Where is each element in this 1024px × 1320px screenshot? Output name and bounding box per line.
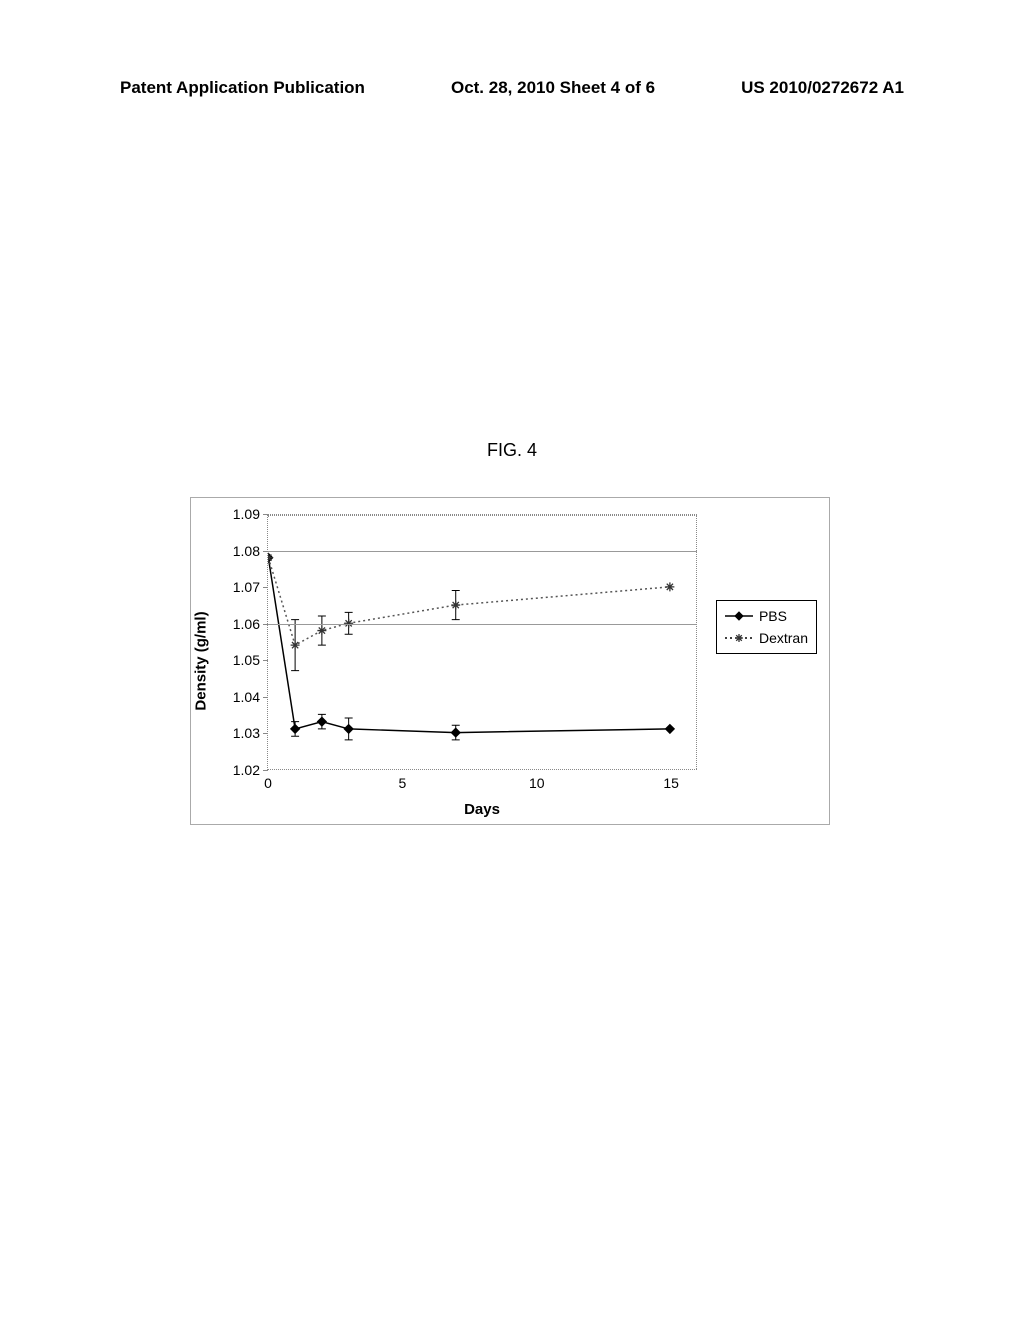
marker-star [268,553,273,562]
y-tick-label: 1.03 [233,725,260,741]
marker-diamond [268,553,273,562]
y-tick-label: 1.06 [233,616,260,632]
y-axis-title: Density (g/ml) [193,611,210,710]
error-bar [318,714,326,729]
marker-diamond [665,724,674,733]
error-bar [452,725,460,740]
gridline [268,551,697,552]
chart-container: Density (g/ml) 1.021.031.041.051.061.071… [190,497,830,825]
y-tick-label: 1.07 [233,579,260,595]
y-tick [263,770,268,771]
y-tick [263,514,268,515]
y-tick [263,733,268,734]
marker-diamond [317,717,326,726]
x-tick-label: 0 [264,775,272,791]
marker-diamond [291,724,300,733]
y-tick-label: 1.04 [233,689,260,705]
marker-star [317,626,326,635]
error-bar [291,620,299,671]
header-center: Oct. 28, 2010 Sheet 4 of 6 [451,78,655,98]
x-tick-label: 15 [663,775,679,791]
marker-diamond [451,728,460,737]
legend-item: Dextran [725,627,808,649]
figure-label: FIG. 4 [0,440,1024,461]
y-tick [263,697,268,698]
y-tick-label: 1.08 [233,543,260,559]
legend-icon [725,631,753,645]
error-bar [318,616,326,645]
plot-right-border [696,514,697,769]
legend-label: Dextran [759,630,808,646]
marker-star [665,582,674,591]
chart-svg [268,514,697,769]
y-tick-label: 1.02 [233,762,260,778]
y-tick [263,660,268,661]
y-tick-label: 1.05 [233,652,260,668]
x-tick-label: 5 [398,775,406,791]
plot-top-border [268,514,697,516]
error-bar [345,718,353,740]
error-bar [291,722,299,737]
x-axis-title: Days [267,801,697,818]
y-tick-label: 1.09 [233,506,260,522]
page-header: Patent Application Publication Oct. 28, … [0,78,1024,98]
legend-item: PBS [725,605,808,627]
y-tick [263,587,268,588]
legend-icon [725,609,753,623]
header-right: US 2010/0272672 A1 [741,78,904,98]
plot-area: 1.021.031.041.051.061.071.081.09051015 [267,514,697,770]
x-tick-label: 10 [529,775,545,791]
header-left: Patent Application Publication [120,78,365,98]
gridline [268,624,697,625]
marker-star [291,641,300,650]
series-line [268,558,670,733]
marker-star [451,601,460,610]
legend-label: PBS [759,608,787,624]
series-line [268,558,670,645]
error-bar [452,591,460,620]
marker-diamond [344,724,353,733]
legend: PBS Dextran [716,600,817,654]
